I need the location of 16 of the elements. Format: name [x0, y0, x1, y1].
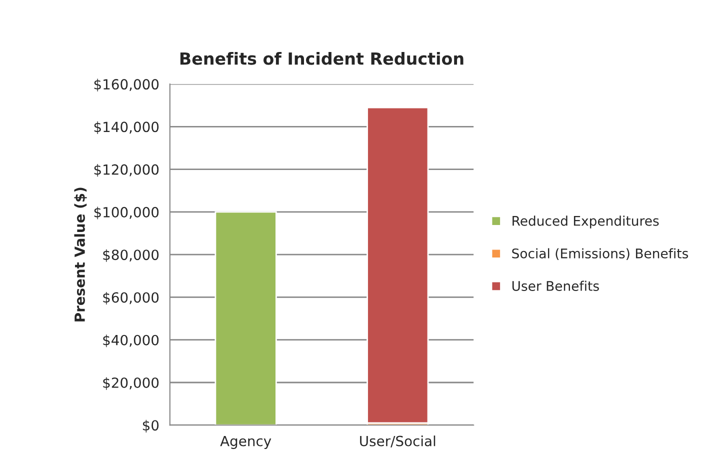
y-tick-label: $120,000	[94, 164, 159, 177]
legend-label: User Benefits	[512, 280, 599, 291]
x-tick-label: User/Social	[360, 436, 436, 448]
y-axis-title: Present Value ($)	[74, 188, 87, 322]
y-tick-label: $80,000	[103, 249, 159, 262]
legend-label: Reduced Expenditures	[512, 216, 659, 228]
y-tick-label: $140,000	[94, 121, 159, 134]
y-tick-label: $60,000	[103, 292, 159, 305]
legend-label: Social (Emissions) Benefits	[512, 248, 688, 260]
y-tick-label: $100,000	[94, 206, 159, 220]
y-tick-label: $40,000	[103, 334, 159, 348]
chart-title: Benefits of Incident Reduction	[180, 52, 464, 65]
y-tick-label: $0	[142, 420, 159, 432]
x-tick-label: Agency	[220, 436, 272, 449]
y-tick-label: $20,000	[103, 377, 159, 390]
y-tick-label: $160,000	[94, 78, 159, 92]
